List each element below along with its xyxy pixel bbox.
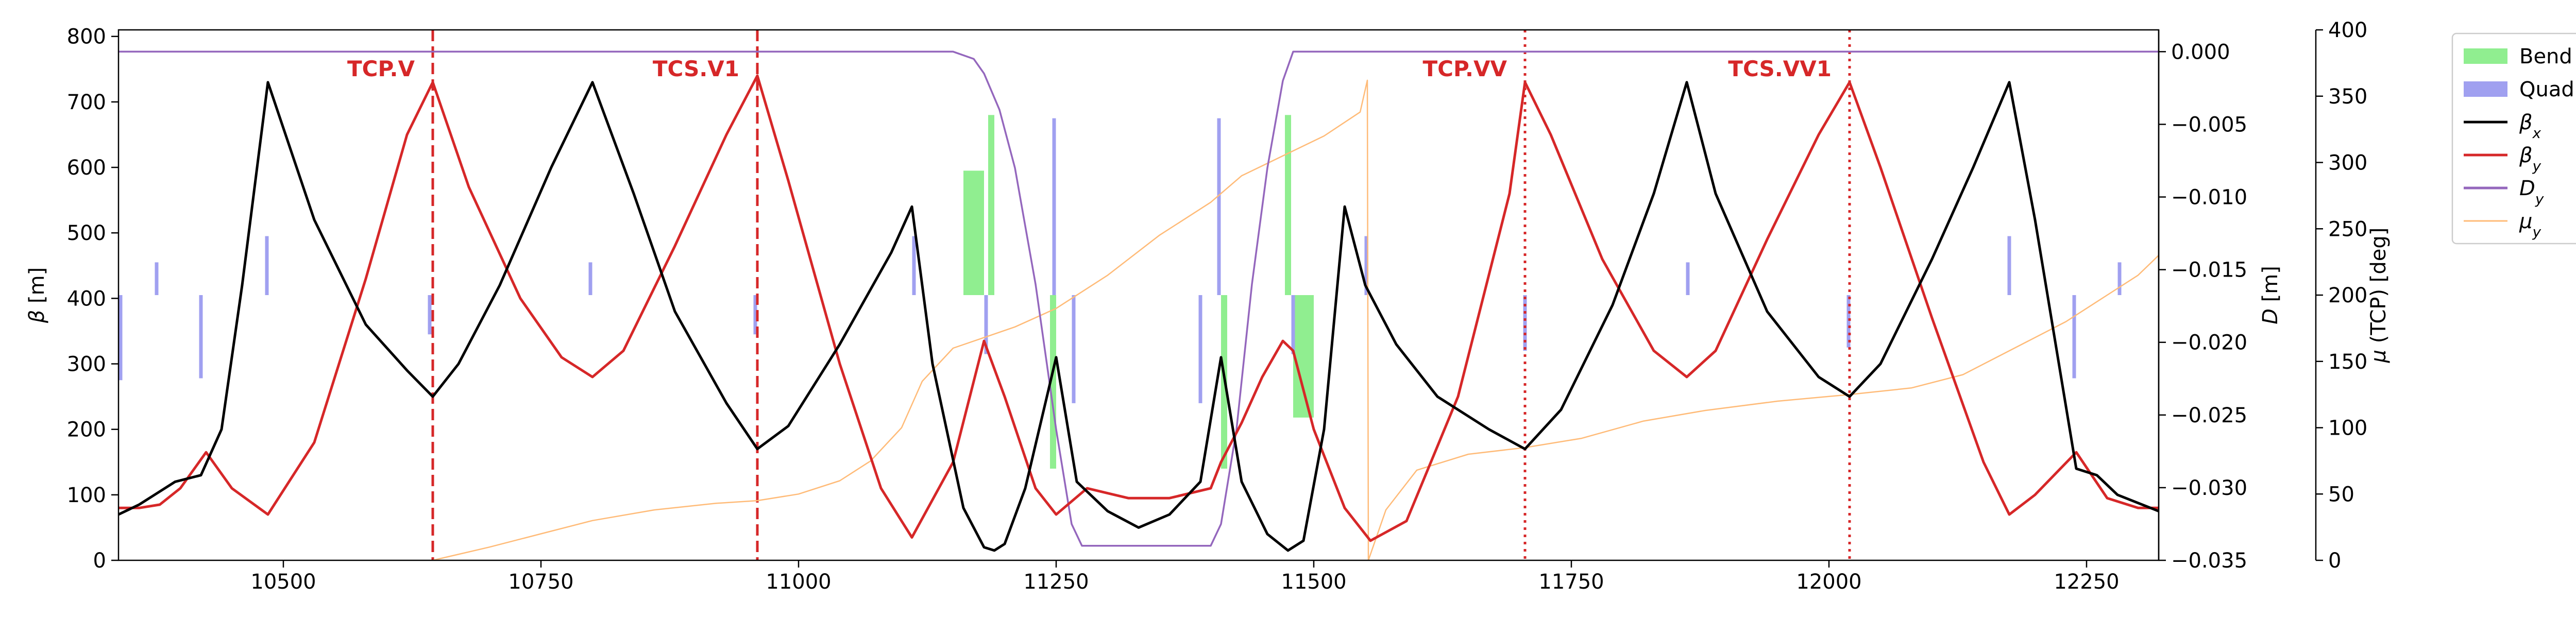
beta-tick-label: 400 xyxy=(67,287,106,311)
legend-swatch xyxy=(2464,81,2507,97)
beta-tick-label: 0 xyxy=(93,549,106,573)
collimator-label: TCP.V xyxy=(347,56,415,81)
quad-elements xyxy=(118,118,2122,403)
dispersion-tick-label: −0.015 xyxy=(2171,259,2247,282)
legend-label: Quad xyxy=(2519,78,2574,101)
phase-tick-label: 350 xyxy=(2328,85,2367,109)
bend-element xyxy=(1293,295,1314,418)
axes: 10500 10750 11000 11250 11500 11750 12000 12250… xyxy=(25,19,2391,594)
beta-axis-label: β [m] xyxy=(25,267,49,323)
phase-tick-label: 100 xyxy=(2328,417,2367,440)
legend-label: Dy xyxy=(2519,177,2544,208)
legend-swatch xyxy=(2464,48,2507,64)
legend-label: Bend h xyxy=(2519,45,2576,68)
series-line xyxy=(118,74,2159,542)
x-tick-label: 11750 xyxy=(1538,570,1604,594)
x-tick-label: 11000 xyxy=(766,570,831,594)
x-tick-label: 11500 xyxy=(1281,570,1346,594)
beta-tick-label: 200 xyxy=(67,418,106,442)
dispersion-tick-label: −0.025 xyxy=(2171,404,2247,427)
series-line xyxy=(118,50,2159,547)
legend-label: μy xyxy=(2519,210,2541,241)
bend-elements xyxy=(963,115,1314,469)
dispersion-tick-label: −0.010 xyxy=(2171,186,2247,210)
dispersion-axis-label: D [m] xyxy=(2259,266,2282,324)
bend-element xyxy=(1050,295,1056,469)
beta-tick-label: 600 xyxy=(67,156,106,180)
phase-tick-label: 250 xyxy=(2328,217,2367,241)
x-tick-label: 10750 xyxy=(508,570,573,594)
beta-tick-label: 500 xyxy=(67,221,106,245)
bend-element xyxy=(1285,115,1291,295)
dispersion-tick-label: −0.005 xyxy=(2171,113,2247,136)
bend-element xyxy=(963,170,984,295)
collimator-markers xyxy=(431,30,1851,560)
series-line xyxy=(432,79,2159,560)
plot-area xyxy=(118,30,2159,560)
x-tick-label: 10500 xyxy=(250,570,316,594)
dispersion-tick-label: −0.030 xyxy=(2171,476,2247,500)
legend-label: βx xyxy=(2519,111,2541,142)
phase-tick-label: 50 xyxy=(2328,483,2354,506)
x-tick-label: 12250 xyxy=(2054,570,2119,594)
x-tick-label: 12000 xyxy=(1796,570,1861,594)
dispersion-tick-label: −0.020 xyxy=(2171,331,2247,355)
dispersion-tick-label: −0.035 xyxy=(2171,549,2247,573)
phase-axis-label: μ (TCP) [deg] xyxy=(2367,228,2391,364)
legend-label: βy xyxy=(2519,144,2541,175)
bend-element xyxy=(988,115,994,295)
x-tick-label: 11250 xyxy=(1023,570,1089,594)
phase-tick-label: 300 xyxy=(2328,151,2367,175)
phase-tick-label: 400 xyxy=(2328,19,2367,42)
collimator-label: TCS.VV1 xyxy=(1728,56,1832,81)
collimator-label: TCS.V1 xyxy=(653,56,739,81)
data-series xyxy=(118,50,2159,560)
beta-tick-label: 300 xyxy=(67,353,106,376)
series-line xyxy=(118,81,2159,552)
phase-tick-label: 150 xyxy=(2328,350,2367,374)
collimator-labels: TCP.V TCS.V1 TCP.VV TCS.VV1 xyxy=(347,56,1832,81)
phase-tick-label: 200 xyxy=(2328,284,2367,307)
beta-tick-label: 800 xyxy=(67,25,106,49)
beta-tick-label: 700 xyxy=(67,91,106,114)
beta-tick-label: 100 xyxy=(67,484,106,507)
phase-tick-label: 0 xyxy=(2328,549,2341,573)
dispersion-tick-label: 0.000 xyxy=(2171,40,2230,64)
collimator-label: TCP.VV xyxy=(1422,56,1507,81)
plot-frame-fill xyxy=(118,30,2159,560)
